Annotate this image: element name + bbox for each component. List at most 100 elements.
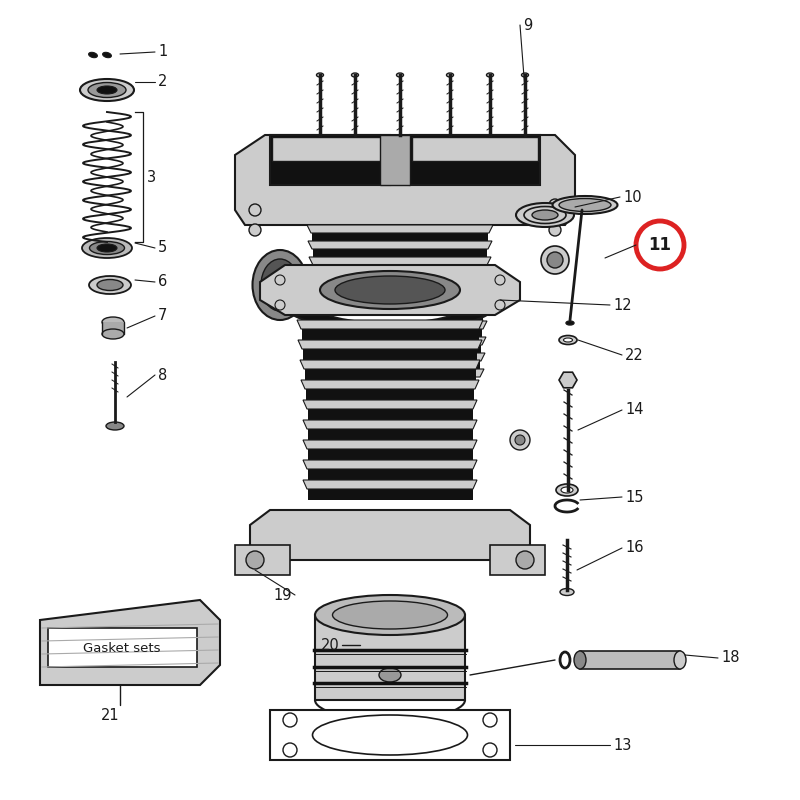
Polygon shape (316, 369, 484, 377)
Circle shape (541, 246, 569, 274)
Text: 13: 13 (613, 738, 631, 753)
Ellipse shape (559, 198, 611, 211)
Text: 11: 11 (649, 236, 671, 254)
Text: Gasket sets: Gasket sets (83, 642, 161, 654)
Ellipse shape (106, 422, 124, 430)
Bar (315, 615, 465, 700)
Polygon shape (260, 265, 520, 315)
Ellipse shape (102, 52, 111, 58)
Ellipse shape (532, 210, 558, 220)
Bar (272, 137, 388, 161)
Bar (580, 651, 680, 669)
Bar (316, 296, 484, 305)
Circle shape (483, 743, 497, 757)
Bar (312, 232, 488, 241)
Bar (102, 322, 124, 334)
Bar (308, 428, 473, 440)
Polygon shape (312, 305, 488, 313)
Circle shape (246, 551, 264, 569)
Ellipse shape (88, 82, 126, 98)
Ellipse shape (102, 329, 124, 339)
Polygon shape (303, 440, 477, 449)
Ellipse shape (89, 276, 131, 294)
Ellipse shape (516, 203, 574, 227)
Polygon shape (303, 460, 477, 469)
Text: 2: 2 (158, 74, 167, 90)
Ellipse shape (320, 271, 460, 309)
Ellipse shape (89, 52, 98, 58)
Text: 15: 15 (625, 490, 643, 505)
Polygon shape (298, 340, 482, 349)
Circle shape (549, 224, 561, 236)
Polygon shape (310, 273, 490, 281)
Ellipse shape (315, 287, 465, 323)
Ellipse shape (397, 73, 403, 77)
Bar (318, 328, 482, 337)
Ellipse shape (82, 238, 132, 258)
Bar (319, 344, 481, 353)
Circle shape (510, 430, 530, 450)
Ellipse shape (553, 196, 618, 214)
Bar (308, 408, 473, 420)
Ellipse shape (90, 242, 125, 254)
Circle shape (283, 743, 297, 757)
Polygon shape (250, 510, 530, 560)
Circle shape (636, 221, 684, 269)
Ellipse shape (102, 317, 124, 327)
Text: 20: 20 (322, 638, 340, 653)
Polygon shape (490, 545, 545, 575)
Text: 21: 21 (101, 707, 119, 722)
Polygon shape (297, 320, 483, 329)
Circle shape (495, 300, 505, 310)
Ellipse shape (285, 279, 495, 331)
Bar (270, 710, 510, 760)
Polygon shape (301, 380, 479, 389)
Circle shape (516, 551, 534, 569)
Ellipse shape (80, 79, 134, 101)
Bar (306, 388, 474, 400)
Text: 14: 14 (625, 402, 643, 418)
Ellipse shape (313, 715, 467, 755)
Ellipse shape (317, 73, 323, 77)
Polygon shape (315, 353, 485, 361)
Bar (410, 135, 540, 185)
Bar (313, 248, 487, 257)
Polygon shape (303, 480, 477, 489)
Ellipse shape (351, 73, 358, 77)
Circle shape (283, 713, 297, 727)
Bar (308, 448, 473, 460)
Text: 10: 10 (623, 190, 642, 205)
Ellipse shape (379, 668, 401, 682)
Bar (308, 488, 473, 500)
Circle shape (515, 435, 525, 445)
Polygon shape (40, 600, 220, 685)
Polygon shape (235, 135, 575, 225)
Bar (303, 348, 477, 360)
Bar (308, 468, 473, 480)
Text: 22: 22 (625, 347, 644, 362)
Text: 8: 8 (158, 367, 167, 382)
Circle shape (547, 252, 563, 268)
Ellipse shape (556, 484, 578, 496)
Bar (314, 264, 486, 273)
Circle shape (483, 713, 497, 727)
Circle shape (249, 204, 261, 216)
Polygon shape (559, 372, 577, 388)
Bar (412, 137, 538, 161)
Polygon shape (311, 289, 489, 297)
Ellipse shape (486, 73, 494, 77)
Polygon shape (303, 420, 477, 429)
Ellipse shape (522, 73, 529, 77)
Bar (317, 312, 483, 321)
Ellipse shape (335, 276, 445, 304)
Text: 9: 9 (523, 18, 532, 33)
Text: 7: 7 (158, 309, 167, 323)
Circle shape (249, 224, 261, 236)
Ellipse shape (333, 601, 447, 629)
Text: 3: 3 (147, 170, 156, 185)
Text: 18: 18 (721, 650, 739, 666)
Polygon shape (314, 337, 486, 345)
Ellipse shape (97, 86, 117, 94)
Ellipse shape (315, 595, 465, 635)
Ellipse shape (560, 589, 574, 595)
